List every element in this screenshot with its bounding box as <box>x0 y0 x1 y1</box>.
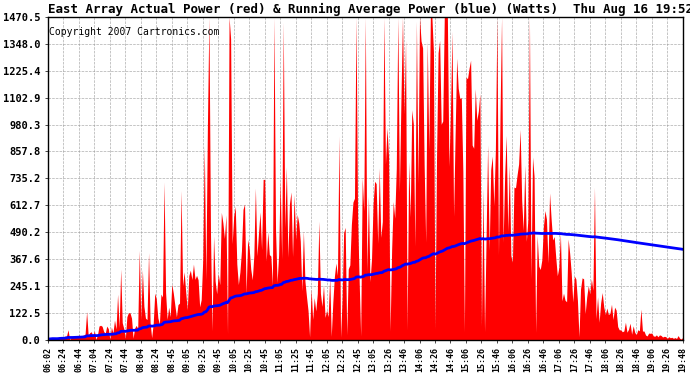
Text: East Array Actual Power (red) & Running Average Power (blue) (Watts)  Thu Aug 16: East Array Actual Power (red) & Running … <box>48 3 690 16</box>
Text: Copyright 2007 Cartronics.com: Copyright 2007 Cartronics.com <box>49 27 219 37</box>
